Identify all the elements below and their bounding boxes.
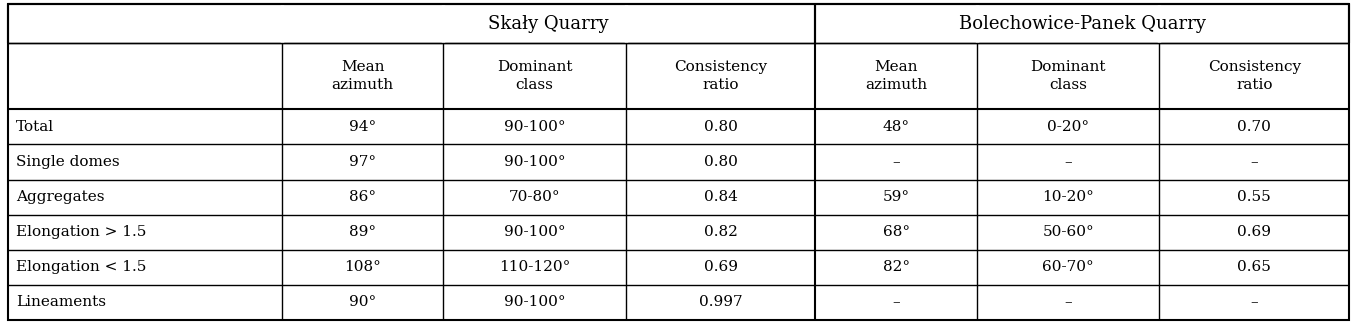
Text: 89°: 89° <box>349 225 376 239</box>
Text: 90°: 90° <box>349 295 376 309</box>
Text: 90-100°: 90-100° <box>503 155 566 169</box>
Text: 70-80°: 70-80° <box>509 190 560 204</box>
Text: –: – <box>1064 295 1072 309</box>
Text: Elongation < 1.5: Elongation < 1.5 <box>16 260 147 274</box>
Text: 86°: 86° <box>349 190 376 204</box>
Text: 0.65: 0.65 <box>1238 260 1272 274</box>
Text: 0.80: 0.80 <box>704 155 738 169</box>
Text: Mean
azimuth: Mean azimuth <box>331 60 394 92</box>
Text: 82°: 82° <box>882 260 909 274</box>
Text: Dominant
class: Dominant class <box>497 60 573 92</box>
Text: –: – <box>1250 295 1258 309</box>
Text: Lineaments: Lineaments <box>16 295 106 309</box>
Text: Elongation > 1.5: Elongation > 1.5 <box>16 225 147 239</box>
Text: –: – <box>1064 155 1072 169</box>
Text: Dominant
class: Dominant class <box>1030 60 1106 92</box>
Text: 108°: 108° <box>345 260 381 274</box>
Text: Consistency
ratio: Consistency ratio <box>1208 60 1301 92</box>
Text: Mean
azimuth: Mean azimuth <box>864 60 927 92</box>
Text: 0.55: 0.55 <box>1238 190 1272 204</box>
Text: 0.70: 0.70 <box>1238 120 1272 134</box>
Text: 90-100°: 90-100° <box>503 225 566 239</box>
Text: 110-120°: 110-120° <box>499 260 570 274</box>
Text: Aggregates: Aggregates <box>16 190 104 204</box>
Text: 0-20°: 0-20° <box>1048 120 1090 134</box>
Text: 97°: 97° <box>349 155 376 169</box>
Text: 68°: 68° <box>882 225 909 239</box>
Text: Bolechowice-Panek Quarry: Bolechowice-Panek Quarry <box>959 15 1205 32</box>
Text: 10-20°: 10-20° <box>1042 190 1094 204</box>
Text: 50-60°: 50-60° <box>1042 225 1094 239</box>
Text: Skały Quarry: Skały Quarry <box>489 15 609 32</box>
Text: 0.997: 0.997 <box>699 295 742 309</box>
Text: 48°: 48° <box>882 120 909 134</box>
Text: –: – <box>1250 155 1258 169</box>
Text: –: – <box>893 295 900 309</box>
Text: –: – <box>893 155 900 169</box>
Text: 0.69: 0.69 <box>1238 225 1272 239</box>
Text: Consistency
ratio: Consistency ratio <box>674 60 767 92</box>
Text: Single domes: Single domes <box>16 155 119 169</box>
Text: 0.80: 0.80 <box>704 120 738 134</box>
Text: 94°: 94° <box>349 120 376 134</box>
Text: 60-70°: 60-70° <box>1042 260 1094 274</box>
Text: 0.84: 0.84 <box>704 190 738 204</box>
Text: 90-100°: 90-100° <box>503 120 566 134</box>
Text: 90-100°: 90-100° <box>503 295 566 309</box>
Text: 0.69: 0.69 <box>704 260 738 274</box>
Text: 0.82: 0.82 <box>704 225 738 239</box>
Text: Total: Total <box>16 120 54 134</box>
Text: 59°: 59° <box>882 190 909 204</box>
